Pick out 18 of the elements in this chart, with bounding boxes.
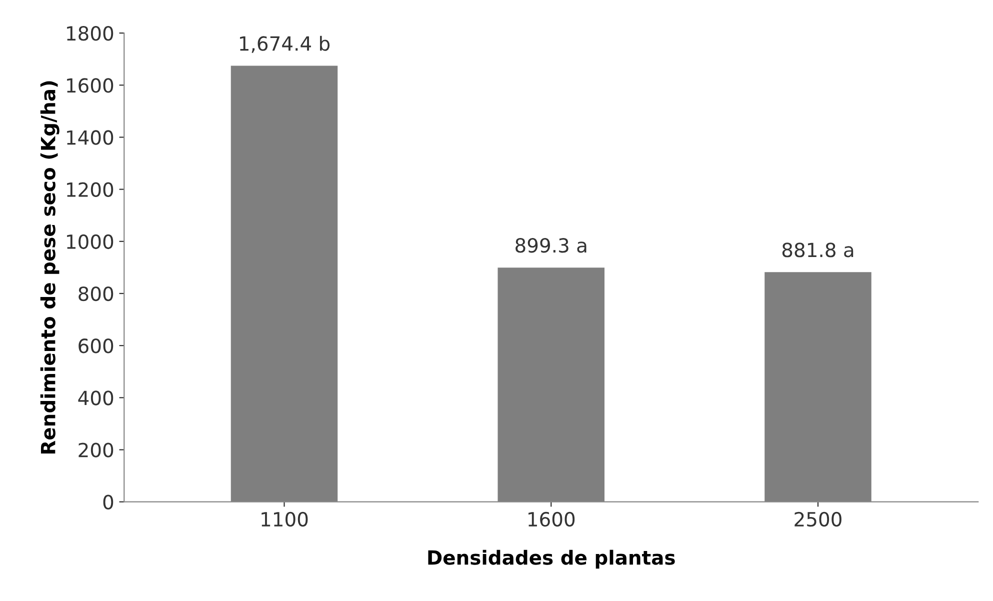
x-tick-label: 1600 [528, 512, 575, 527]
y-tick-label: 400 [78, 390, 114, 406]
x-tick-label: 2500 [794, 512, 842, 527]
y-tick-label: 1200 [67, 182, 114, 197]
y-tick-label: 1800 [67, 26, 114, 41]
data-label: 1,674.4 b [240, 36, 330, 53]
y-tick-label: 0 [103, 494, 114, 510]
data-label: 881.8 a [782, 242, 854, 258]
y-tick-label: 200 [78, 442, 114, 458]
x-tick-label: 1100 [262, 512, 308, 527]
y-tick-label: 1600 [67, 78, 114, 93]
x-axis-title: Densidades de plantas [428, 550, 675, 569]
y-axis-title: Rendimiento de pese seco (Kg/ha) [40, 81, 60, 454]
y-tick-label: 1000 [67, 234, 114, 250]
y-tick-label: 1400 [67, 130, 114, 145]
y-tick-label: 600 [78, 338, 114, 354]
data-label: 899.3 a [516, 238, 586, 253]
y-tick-label: 800 [78, 286, 114, 302]
